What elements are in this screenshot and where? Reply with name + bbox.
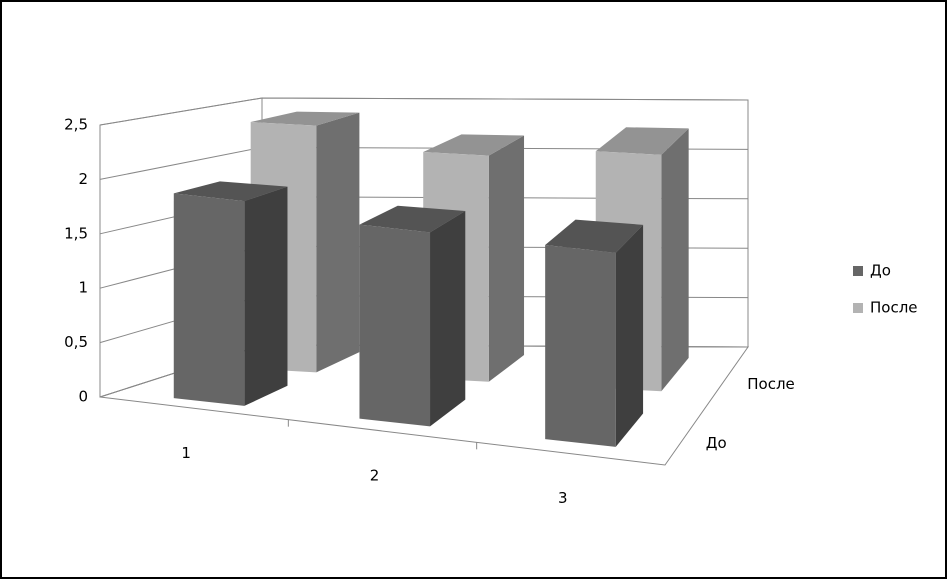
y-tick-label: 0,5 xyxy=(64,333,88,351)
legend-swatch xyxy=(853,266,863,276)
bar-top xyxy=(250,111,360,126)
bar xyxy=(545,245,616,447)
bar-top xyxy=(595,127,689,155)
x-tick-label: 3 xyxy=(558,489,568,507)
y-tick-label: 1,5 xyxy=(64,224,88,242)
bar-side xyxy=(316,112,360,373)
y-tick-label: 0 xyxy=(78,388,88,406)
grid-line xyxy=(99,97,749,126)
bar xyxy=(173,193,245,406)
x-tick-label: 2 xyxy=(370,467,380,485)
bar-top xyxy=(423,134,525,156)
y-tick-label: 2,5 xyxy=(64,116,88,134)
y-tick-label: 2 xyxy=(78,170,88,188)
bar-top xyxy=(359,205,466,233)
legend-label: После xyxy=(870,299,918,317)
bar-top xyxy=(545,219,644,253)
depth-label: После xyxy=(747,375,795,393)
y-tick-label: 1 xyxy=(78,279,88,297)
legend-swatch xyxy=(853,303,863,313)
bar-top xyxy=(173,181,288,202)
bar-side xyxy=(244,186,288,406)
bar-side xyxy=(615,224,644,447)
bar xyxy=(359,224,431,427)
bar-side xyxy=(430,210,466,427)
legend-label: До xyxy=(870,262,891,280)
depth-label: До xyxy=(706,434,727,452)
bar-side xyxy=(661,128,689,392)
x-tick-label: 1 xyxy=(181,444,191,462)
bar-side xyxy=(488,135,525,382)
